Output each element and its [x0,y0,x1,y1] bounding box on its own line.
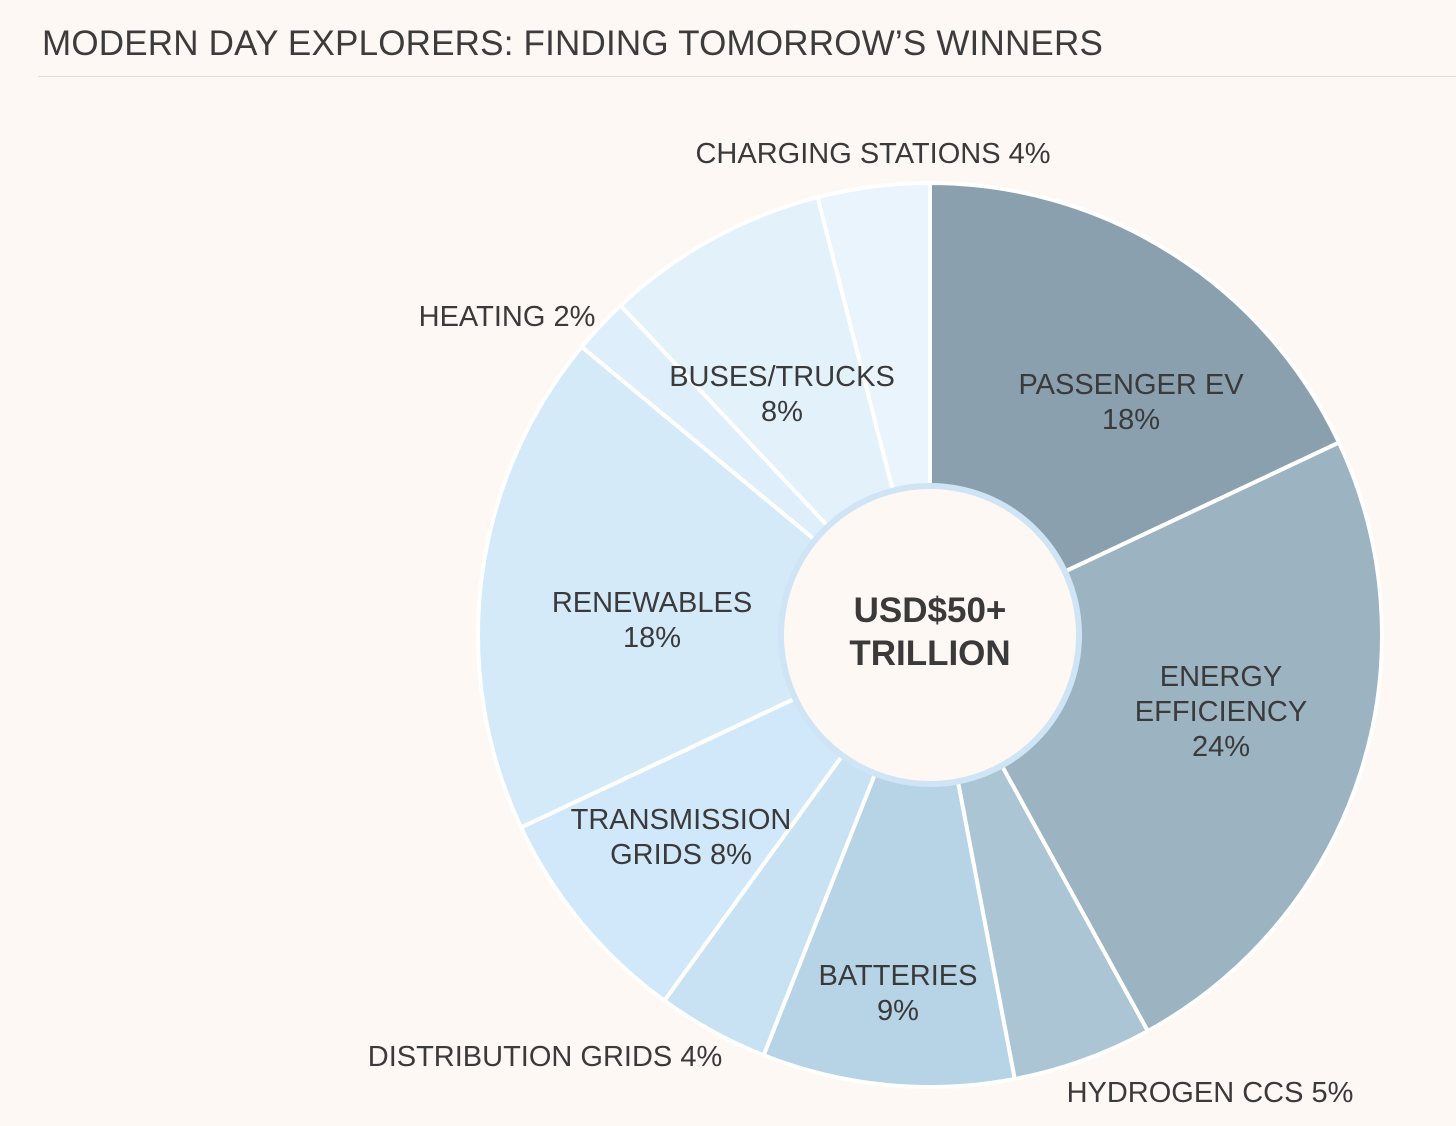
slice-label-1-line-0: ENERGY [1160,661,1282,693]
center-label-line-2: TRILLION [849,634,1010,673]
slice-label-3: BATTERIES 9% [819,960,978,1027]
slice-label-6-line-1: 18% [623,622,681,654]
slice-label-0-line-1: 18% [1102,404,1160,436]
labels-layer: PASSENGER EV 18%ENERGY EFFICIENCY 24%HYDROG… [368,138,1354,1109]
slice-label-9-line-0: CHARGING STATIONS 4% [695,138,1050,170]
slice-label-4: DISTRIBUTION GRIDS 4% [368,1041,723,1073]
slice-label-2: HYDROGEN CCS 5% [1067,1077,1354,1109]
slice-label-1: ENERGY EFFICIENCY 24% [1135,661,1307,763]
center-label-line-1: USD$50+ [854,591,1007,630]
slice-label-1-line-1: EFFICIENCY [1135,696,1307,728]
slice-label-8-line-1: 8% [761,396,803,428]
slice-label-5: TRANSMISSION GRIDS 8% [571,804,792,871]
slice-label-7-line-0: HEATING 2% [419,301,596,333]
slice-label-6-line-0: RENEWABLES [552,587,752,619]
slice-label-3-line-0: BATTERIES [819,960,978,992]
slice-label-5-line-1: GRIDS 8% [610,839,752,871]
title-divider [38,76,1456,77]
slice-label-1-line-2: 24% [1192,731,1250,763]
slice-label-8-line-0: BUSES/TRUCKS [669,361,895,393]
slice-label-7: HEATING 2% [419,301,596,333]
center-ring [778,483,1082,787]
page-title: MODERN DAY EXPLORERS: FINDING TOMORROW’S… [42,24,1104,63]
slice-label-8: BUSES/TRUCKS 8% [669,361,895,428]
slice-label-2-line-0: HYDROGEN CCS 5% [1067,1077,1354,1109]
slice-label-4-line-0: DISTRIBUTION GRIDS 4% [368,1041,723,1073]
slice-label-9: CHARGING STATIONS 4% [695,138,1050,170]
slice-label-3-line-1: 9% [877,995,919,1027]
slice-label-0: PASSENGER EV 18% [1018,369,1244,436]
slice-label-6: RENEWABLES 18% [552,587,752,654]
slice-label-5-line-0: TRANSMISSION [571,804,792,836]
slices-layer [476,181,1384,1089]
slice-label-0-line-0: PASSENGER EV [1018,369,1244,401]
